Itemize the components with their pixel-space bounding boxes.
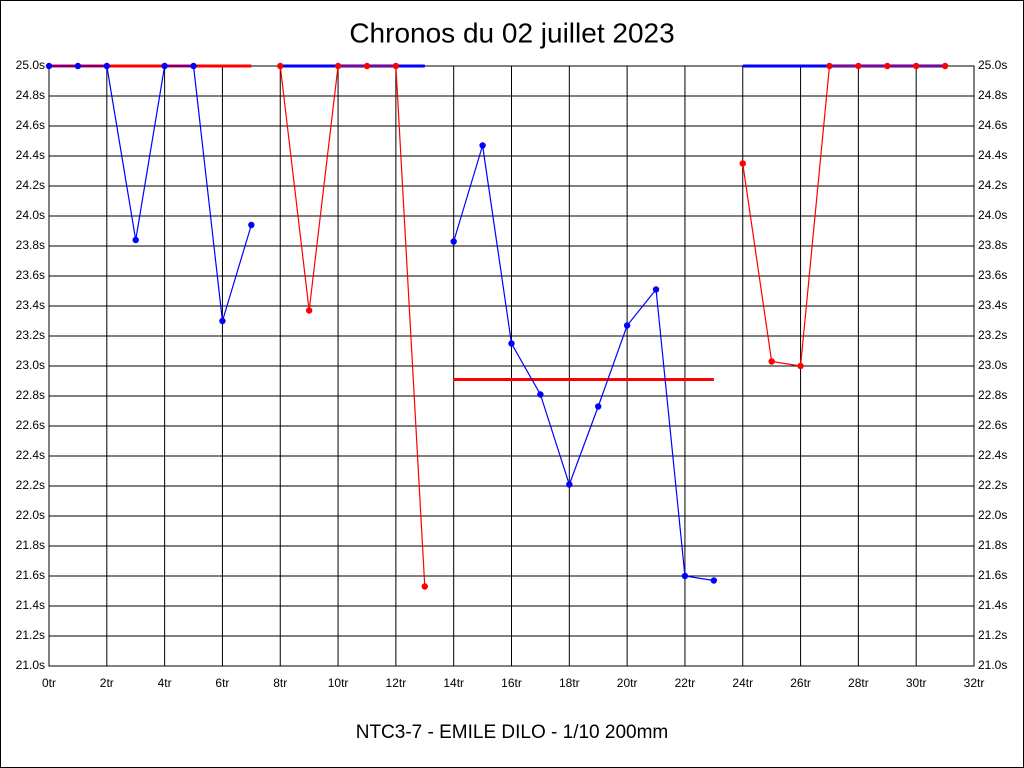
point [334,62,342,70]
series-line [453,145,714,582]
x-tick-label: 8tr [273,676,287,690]
y-tick-label-right: 22.8s [978,388,1007,402]
point [103,62,111,70]
y-tick-label-right: 23.2s [978,328,1007,342]
point [421,583,428,590]
x-tick-label: 6tr [215,676,229,690]
y-tick-label: 23.8s [16,238,45,252]
chart-title: Chronos du 02 juillet 2023 [349,17,674,48]
y-tick-label: 25.0s [16,58,45,72]
point [305,307,313,314]
y-tick-label: 21.0s [16,658,45,672]
point [623,322,631,329]
point [768,358,775,365]
point [912,62,920,70]
x-tick-label: 26tr [790,676,811,690]
y-tick-label: 23.4s [16,298,45,312]
x-tick-label: 14tr [443,676,464,690]
y-tick-label-right: 22.4s [978,448,1007,462]
y-tick-label-right: 22.0s [978,508,1007,522]
point [74,62,82,70]
x-axis-label: NTC3-7 - EMILE DILO - 1/10 200mm [356,722,669,743]
y-tick-label: 22.0s [16,508,45,522]
y-tick-label: 23.6s [16,268,45,282]
y-tick-label-right: 24.2s [978,178,1007,192]
point [248,221,255,229]
point [479,142,486,149]
y-tick-label-right: 21.6s [978,568,1007,582]
y-tick-label: 22.8s [16,388,45,402]
y-tick-label-right: 21.4s [978,598,1007,612]
point [450,238,457,245]
x-tick-label: 16tr [501,676,522,690]
x-tick-label: 22tr [675,676,696,690]
x-tick-label: 30tr [906,676,927,690]
point [797,362,804,370]
point [190,62,197,70]
y-tick-label: 21.6s [16,568,45,582]
y-tick-label: 24.8s [16,88,45,102]
point [45,62,53,70]
y-tick-label-right: 21.0s [978,658,1007,672]
y-tick-label-right: 23.8s [978,238,1007,252]
point [681,572,689,580]
y-tick-label: 24.6s [16,118,45,132]
y-tick-label-right: 23.0s [978,358,1007,372]
point [277,62,284,70]
point [132,236,139,244]
point [508,340,515,347]
y-tick-label: 22.6s [16,418,45,432]
y-tick-label-right: 24.6s [978,118,1007,132]
y-tick-label-right: 24.0s [978,208,1007,222]
point [710,577,718,584]
series-line [279,65,426,587]
y-tick-label-right: 21.8s [978,538,1007,552]
y-tick-label: 23.2s [16,328,45,342]
x-tick-label: 18tr [559,676,580,690]
x-tick-label: 2tr [100,676,114,690]
y-tick-label-right: 23.6s [978,268,1007,282]
x-tick-label: 32tr [964,676,985,690]
x-tick-label: 24tr [732,676,753,690]
y-tick-label-right: 22.2s [978,478,1007,492]
y-tick-label-right: 22.6s [978,418,1007,432]
point [566,481,573,488]
series-line [742,65,946,367]
x-tick-label: 12tr [386,676,407,690]
y-tick-label: 24.0s [16,208,45,222]
y-tick-label-right: 23.4s [978,298,1007,312]
y-tick-label: 22.4s [16,448,45,462]
point [652,286,660,293]
point [392,62,400,70]
y-tick-label: 21.2s [16,628,45,642]
point [739,160,746,167]
x-tick-label: 10tr [328,676,349,690]
point [855,62,862,70]
point [537,391,544,398]
y-tick-label-right: 25.0s [978,58,1007,72]
y-tick-label: 24.2s [16,178,45,192]
x-tick-label: 28tr [848,676,869,690]
point [884,62,891,70]
point [595,403,602,410]
point [363,62,371,70]
y-tick-label: 24.4s [16,148,45,162]
point [219,317,226,325]
y-tick-label: 23.0s [16,358,45,372]
point [941,62,949,70]
y-tick-label-right: 21.2s [978,628,1007,642]
y-tick-label-right: 24.4s [978,148,1007,162]
y-tick-label: 21.4s [16,598,45,612]
y-tick-label: 21.8s [16,538,45,552]
y-tick-label-right: 24.8s [978,88,1007,102]
series-line [49,65,252,322]
y-tick-label: 22.2s [16,478,45,492]
x-tick-label: 4tr [158,676,172,690]
x-tick-label: 0tr [42,676,56,690]
point [161,62,168,70]
point [826,62,833,70]
x-tick-label: 20tr [617,676,638,690]
